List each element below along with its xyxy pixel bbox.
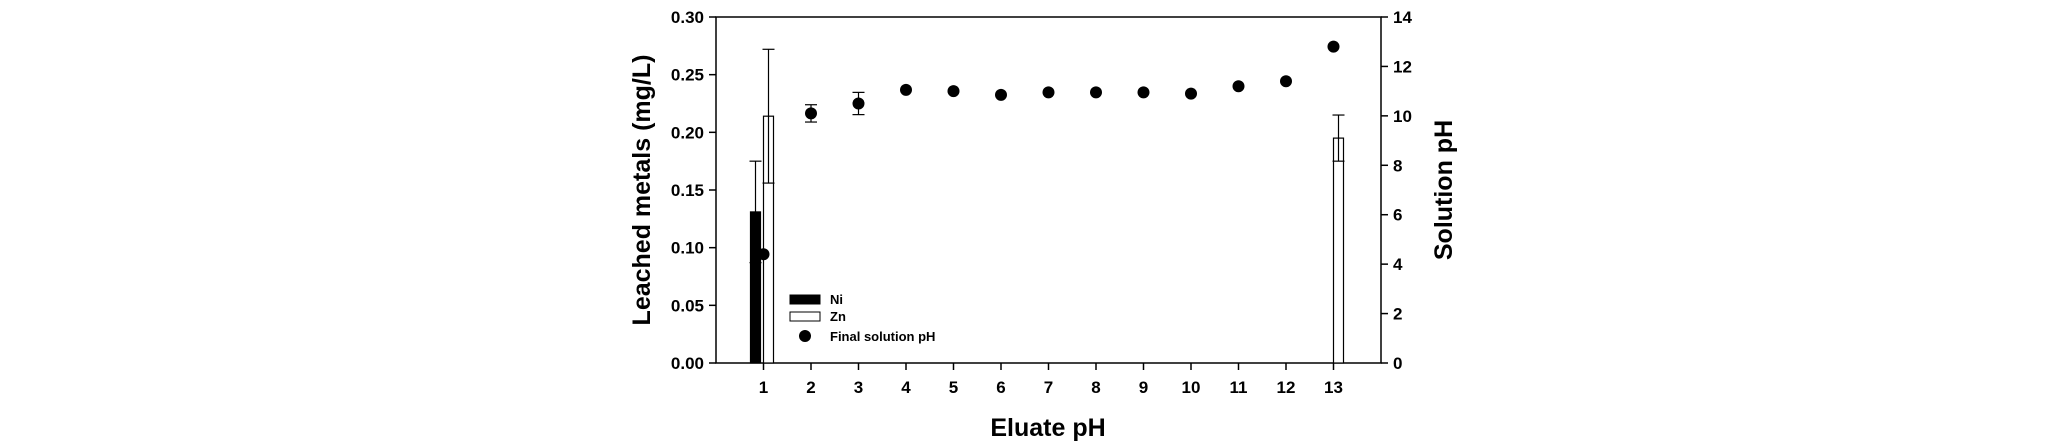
y-tick-label: 0.15 [671,181,704,200]
ph-points [757,40,1340,261]
y2-tick-label: 12 [1393,57,1412,76]
ph-point [805,107,817,120]
y-tick-label: 0.25 [671,66,704,85]
x-tick-label: 6 [996,378,1005,397]
x-tick-label: 9 [1139,378,1148,397]
legend: Ni Zn Final solution pH [789,292,935,344]
axis-ticks: 0.000.050.100.150.200.250.30024681012141… [671,8,1413,397]
y2-tick-label: 8 [1393,156,1402,175]
y2-axis-title: Solution pH [1430,120,1458,260]
ph-point [1232,80,1245,93]
x-tick-label: 2 [806,378,815,397]
x-tick-label: 10 [1182,378,1201,397]
y2-tick-label: 6 [1393,206,1402,225]
y-tick-label: 0.30 [671,8,704,27]
ph-point [947,85,960,98]
legend-label-ni: Ni [830,292,843,307]
bar-zn [1332,137,1345,364]
ph-point [1137,86,1150,99]
ph-point [852,97,865,110]
y-tick-label: 0.05 [671,296,704,315]
y2-tick-label: 4 [1393,255,1403,274]
ph-point [1280,75,1292,88]
ph-point [1327,40,1340,53]
x-tick-label: 13 [1324,378,1343,397]
legend-label-zn: Zn [830,309,846,324]
bars [749,48,1345,364]
ph-point [1042,86,1055,99]
x-tick-label: 5 [949,378,958,397]
y-tick-label: 0.10 [671,239,704,258]
y-axis-title: Leached metals (mg/L) [628,55,656,326]
y2-tick-label: 14 [1393,8,1412,27]
y2-tick-label: 0 [1393,354,1402,373]
x-tick-label: 3 [854,378,863,397]
ph-point [757,248,770,261]
ph-point [900,83,912,96]
legend-marker-ph [799,330,811,342]
x-tick-label: 7 [1044,378,1053,397]
plot-frame [715,16,1382,364]
y-tick-label: 0.20 [671,123,704,142]
x-tick-label: 8 [1091,378,1100,397]
y2-tick-label: 10 [1393,107,1412,126]
x-axis-title: Eluate pH [990,414,1105,442]
x-tick-label: 12 [1277,378,1296,397]
ph-point [1090,86,1102,99]
y2-tick-label: 2 [1393,305,1402,324]
ph-point [995,88,1007,101]
legend-swatch-ni [789,294,821,305]
x-tick-label: 11 [1230,378,1248,397]
legend-swatch-zn [789,311,821,322]
ph-point [1185,87,1197,100]
x-tick-label: 4 [901,378,911,397]
legend-label-ph: Final solution pH [830,329,935,344]
x-tick-label: 1 [759,378,768,397]
y-tick-label: 0.00 [671,354,704,373]
